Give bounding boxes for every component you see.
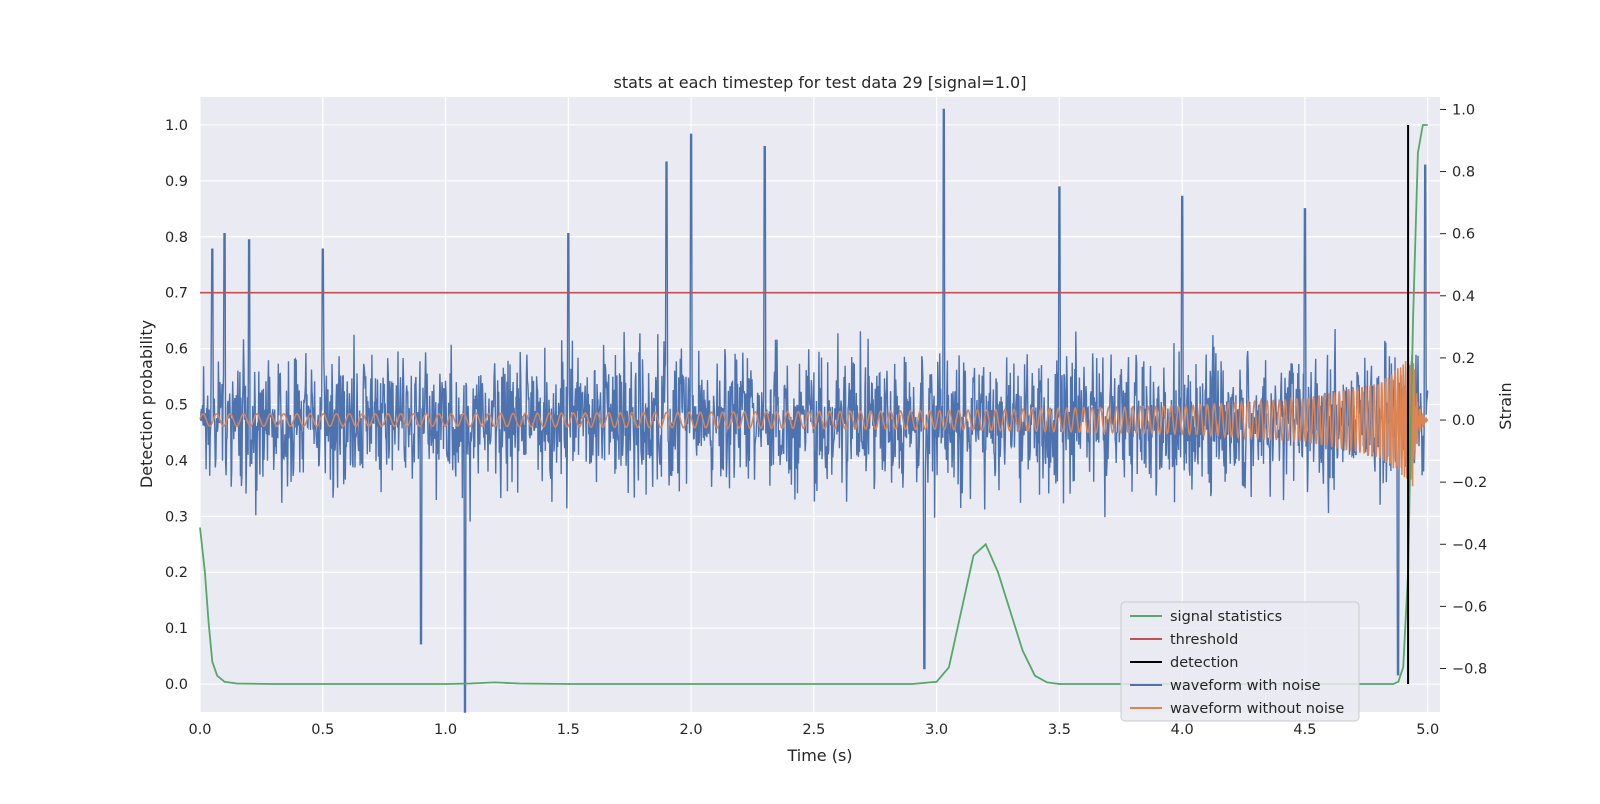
y-right-tick-label: 0.8 <box>1452 165 1475 181</box>
y-right-tick-label: 0.2 <box>1452 351 1475 367</box>
tick-layer: 0.0 0.5 1.0 1.5 2.0 2.5 3.0 3.5 4.0 4.5 5.0 0.0 0.1 0… <box>165 102 1487 738</box>
legend: signal statistics threshold detection wa… <box>1120 601 1360 722</box>
x-tick-label: 0.5 <box>311 722 334 738</box>
y-left-tick-label: 0.6 <box>165 342 188 358</box>
y-right-tick-label: 0.6 <box>1452 227 1475 243</box>
y-left-tick-label: 0.7 <box>165 286 188 302</box>
legend-label-signal-statistics: signal statistics <box>1170 609 1282 625</box>
legend-label-waveform-with-noise: waveform with noise <box>1170 678 1321 694</box>
y-left-tick-label: 0.1 <box>165 621 188 637</box>
series-waveform-with-noise <box>199 108 1429 713</box>
series-waveform-without-noise <box>199 354 1429 487</box>
x-tick-label: 1.0 <box>434 722 457 738</box>
legend-label-waveform-without-noise: waveform without noise <box>1170 701 1344 717</box>
legend-label-threshold: threshold <box>1170 632 1238 648</box>
y-right-tick-label: −0.2 <box>1452 475 1487 491</box>
x-tick-label: 1.5 <box>557 722 580 738</box>
series-signal-statistics <box>199 124 1428 685</box>
y-left-tick-label: 0.9 <box>165 174 188 190</box>
series-layer <box>199 108 1440 713</box>
x-axis-label: Time (s) <box>786 746 852 765</box>
x-tick-label: 0.0 <box>188 722 211 738</box>
y-left-tick-label: 0.5 <box>165 398 188 414</box>
y-axis-right-label: Strain <box>1496 382 1515 429</box>
y-left-tick-label: 0.3 <box>165 509 188 525</box>
y-axis-left-label: Detection probability <box>137 320 156 488</box>
chart-title: stats at each timestep for test data 29 … <box>614 73 1027 92</box>
y-right-tick-label: −0.8 <box>1452 662 1487 678</box>
x-tick-label: 4.5 <box>1293 722 1316 738</box>
x-tick-label: 5.0 <box>1416 722 1439 738</box>
x-tick-label: 2.0 <box>680 722 703 738</box>
legend-box <box>1120 601 1360 722</box>
x-tick-label: 3.5 <box>1048 722 1071 738</box>
y-right-tick-label: 0.0 <box>1452 413 1475 429</box>
x-tick-label: 3.0 <box>925 722 948 738</box>
y-left-tick-label: 0.0 <box>165 677 188 693</box>
x-tick-label: 4.0 <box>1171 722 1194 738</box>
x-tick-label: 2.5 <box>802 722 825 738</box>
y-right-tick-label: −0.6 <box>1452 599 1487 615</box>
y-right-tick-label: 1.0 <box>1452 102 1475 118</box>
y-right-tick-label: −0.4 <box>1452 537 1487 553</box>
y-left-tick-label: 0.4 <box>165 453 188 469</box>
y-left-tick-label: 0.8 <box>165 230 188 246</box>
legend-label-detection: detection <box>1170 655 1238 671</box>
y-left-tick-label: 0.2 <box>165 565 188 581</box>
y-right-tick-label: 0.4 <box>1452 289 1475 305</box>
y-left-tick-label: 1.0 <box>165 118 188 134</box>
